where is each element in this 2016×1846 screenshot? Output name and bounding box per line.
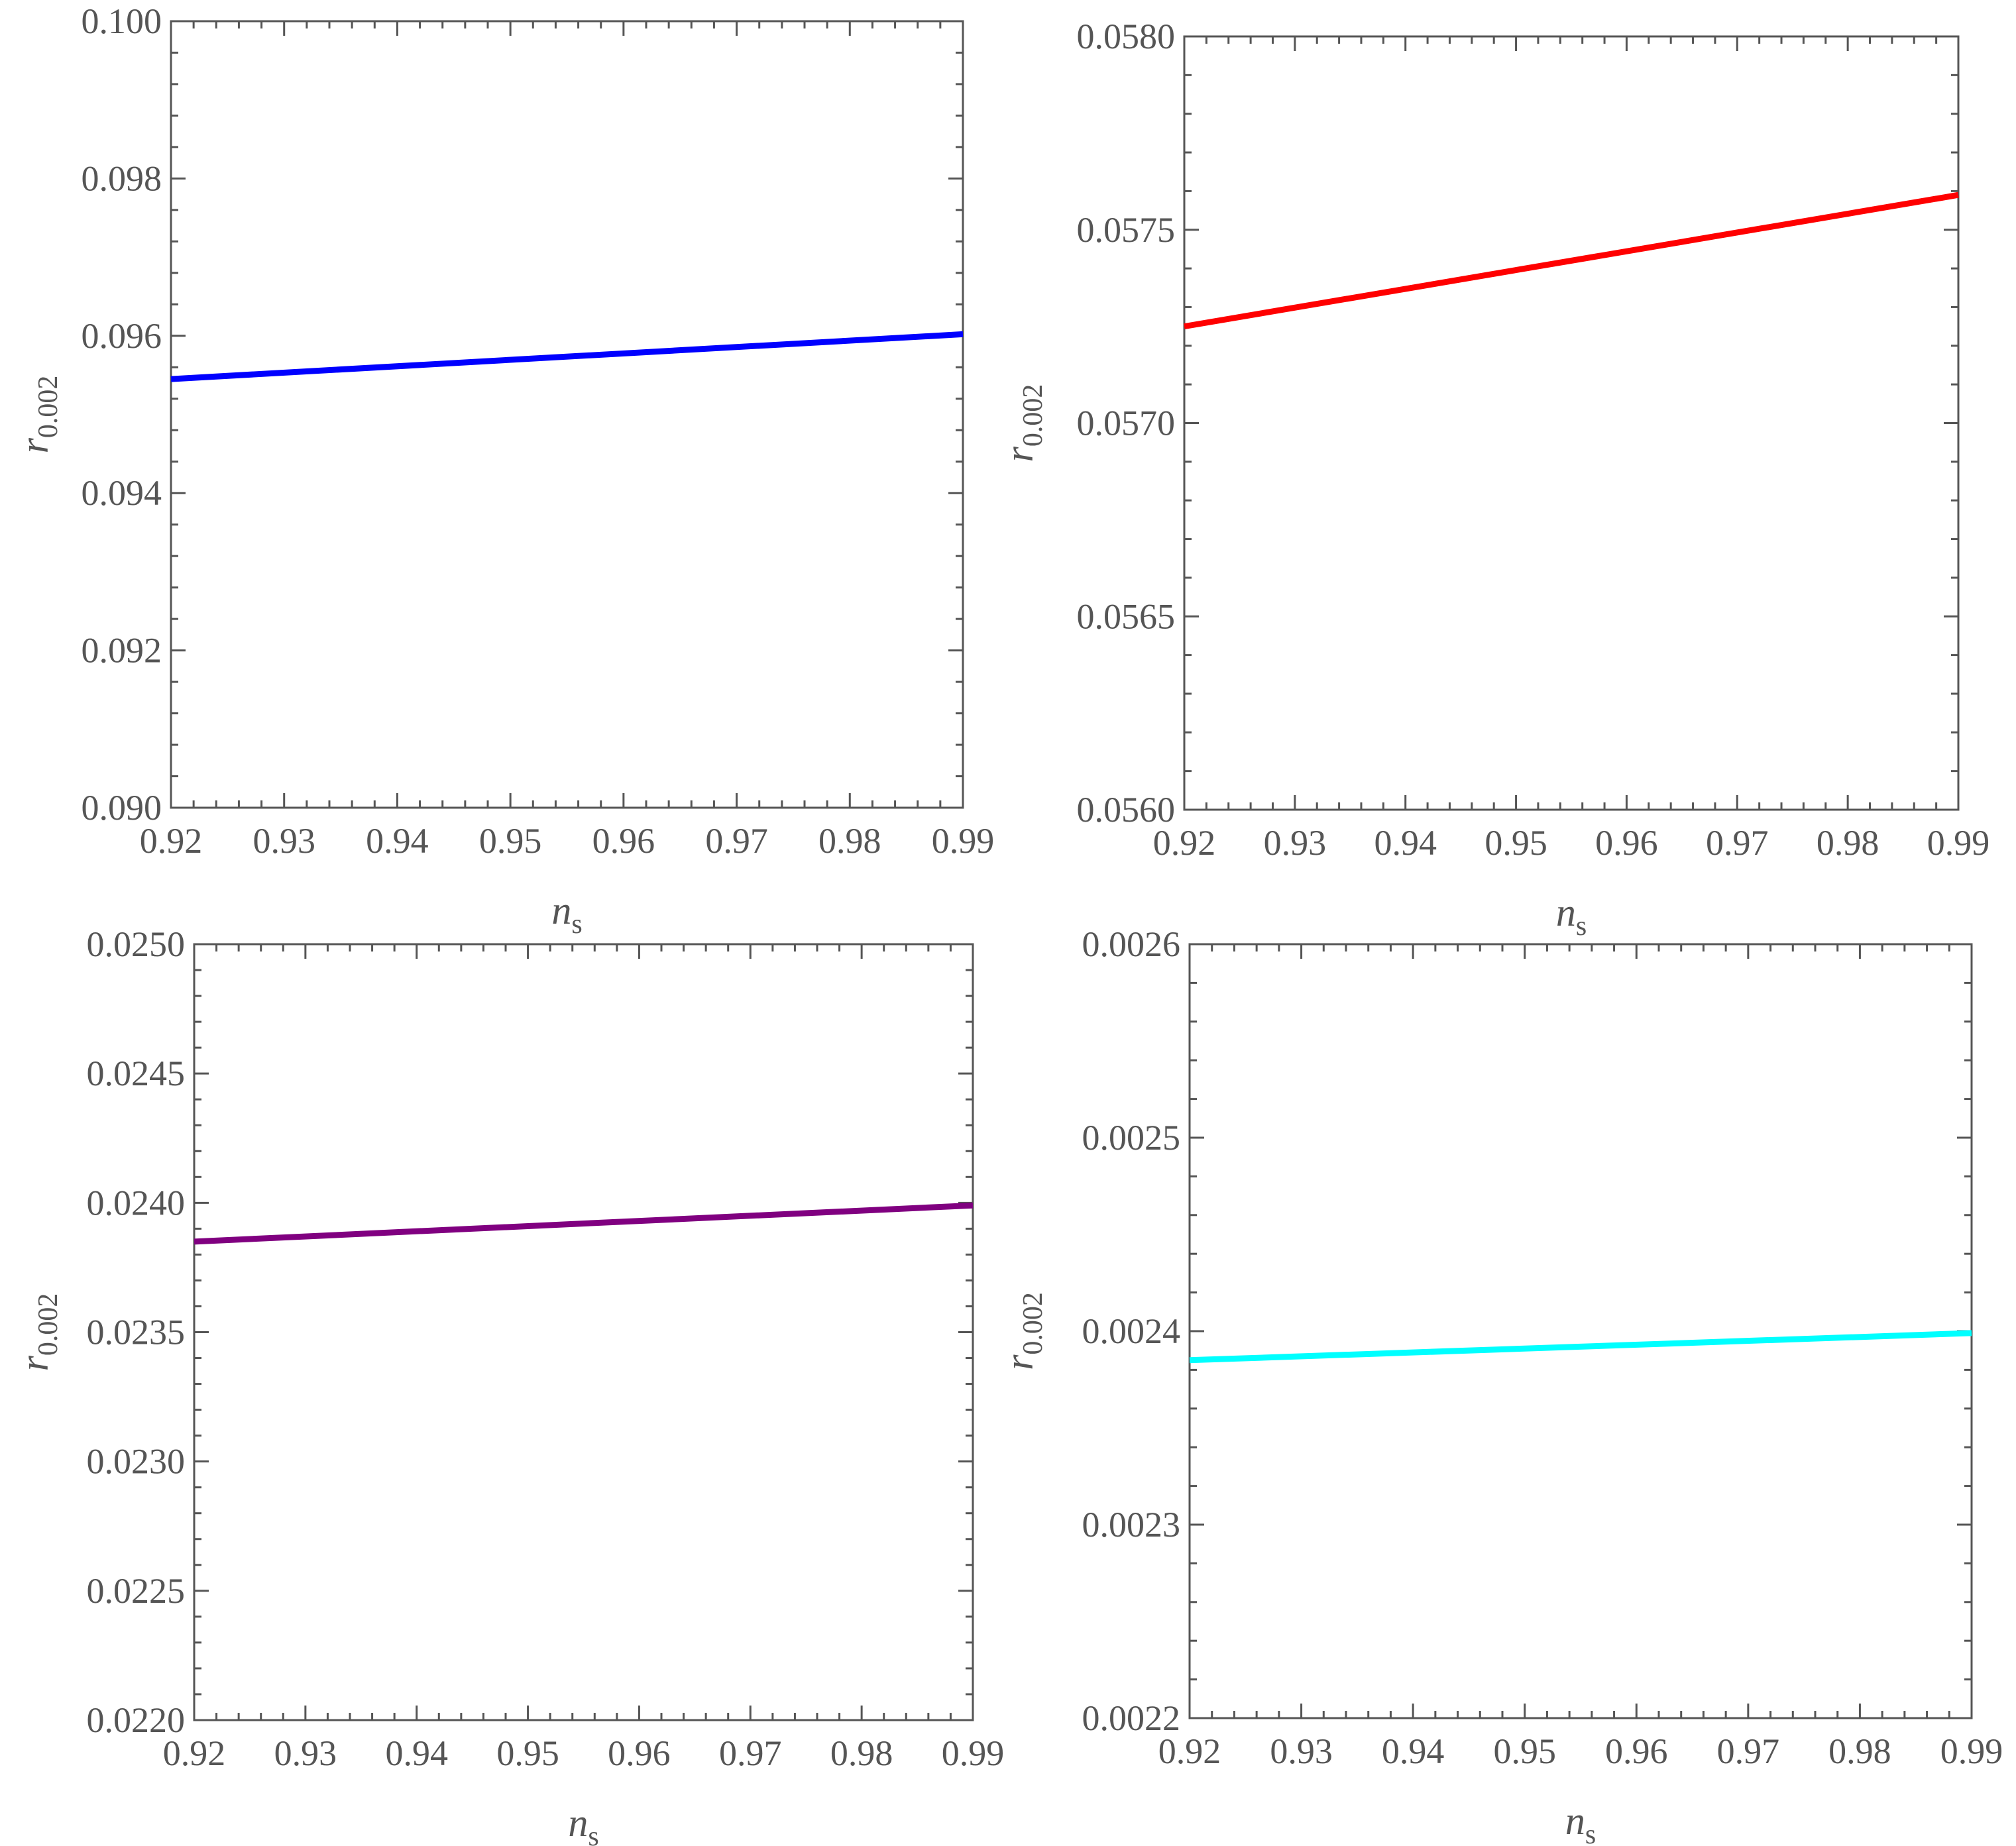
x-tick-label: 0.96 (608, 1733, 671, 1773)
chart-panel-1: 0.92 0.93 0.94 0.95 0.96 0.97 0.98 0.99 0.090 0.0… (13, 1, 994, 940)
x-tick-label: 0.93 (1270, 1731, 1333, 1771)
y-tick-label: 0.0023 (1082, 1505, 1181, 1545)
y-tick-label: 0.0230 (87, 1442, 186, 1482)
x-tick-label: 0.99 (1927, 823, 1990, 863)
x-tick-label: 0.94 (366, 821, 429, 861)
y-tick-label: 0.096 (82, 316, 162, 356)
chart-panel-4: 0.92 0.93 0.94 0.95 0.96 0.97 0.98 0.99 0.0022 0.… (997, 924, 2003, 1846)
y-tick-label: 0.090 (82, 788, 162, 828)
y-tick-label: 0.094 (82, 473, 162, 513)
chart-panel-2: 0.92 0.93 0.94 0.95 0.96 0.97 0.98 0.99 0.0560 0.… (997, 17, 1989, 942)
x-tick-label: 0.97 (705, 821, 768, 861)
y-tick-label: 0.0245 (87, 1054, 186, 1093)
x-tick-label: 0.96 (1605, 1731, 1668, 1771)
plot-frame (170, 20, 964, 809)
x-tick-label: 0.96 (1595, 823, 1658, 863)
x-tick-label: 0.92 (163, 1733, 226, 1773)
x-tick-label: 0.98 (818, 821, 881, 861)
x-tick-label: 0.92 (1158, 1731, 1221, 1771)
chart-panel-3: 0.92 0.93 0.94 0.95 0.96 0.97 0.98 0.99 0.0220 0.… (13, 924, 1004, 1846)
x-tick-label: 0.94 (1382, 1731, 1445, 1771)
x-tick-label: 0.93 (252, 821, 315, 861)
y-tick-label: 0.0560 (1077, 790, 1176, 830)
x-axis-label: ns (568, 1801, 598, 1846)
x-tick-label: 0.98 (1828, 1731, 1891, 1771)
x-tick-label: 0.98 (1817, 823, 1879, 863)
y-tick-label: 0.0575 (1077, 210, 1176, 250)
x-tick-label: 0.99 (1940, 1731, 2003, 1771)
y-tick-label: 0.0022 (1082, 1698, 1181, 1738)
plot-frame (1188, 943, 1973, 1719)
x-tick-label: 0.97 (1717, 1731, 1780, 1771)
x-tick-label: 0.99 (942, 1733, 1005, 1773)
x-tick-label: 0.98 (830, 1733, 893, 1773)
y-tick-label: 0.092 (82, 631, 162, 671)
y-tick-label: 0.0220 (87, 1700, 186, 1740)
x-tick-label: 0.95 (1484, 823, 1547, 863)
series-line (194, 1202, 974, 1245)
x-tick-label: 0.92 (140, 821, 203, 861)
y-axis-label: r0.002 (13, 376, 64, 454)
y-tick-label: 0.0025 (1082, 1118, 1181, 1158)
y-tick-label: 0.0580 (1077, 17, 1176, 56)
x-tick-label: 0.93 (274, 1733, 337, 1773)
x-tick-label: 0.96 (592, 821, 655, 861)
x-axis-label: ns (1556, 891, 1587, 942)
x-tick-label: 0.94 (385, 1733, 448, 1773)
plot-frame (193, 943, 974, 1721)
x-tick-label: 0.95 (496, 1733, 559, 1773)
series-line (1184, 191, 1959, 330)
x-tick-label: 0.95 (1493, 1731, 1556, 1771)
x-axis-label: ns (551, 889, 582, 940)
y-tick-label: 0.0240 (87, 1183, 186, 1222)
y-tick-label: 0.0235 (87, 1313, 186, 1352)
y-axis-label: r0.002 (13, 1293, 64, 1372)
series-line (1189, 1330, 1972, 1364)
y-axis-label: r0.002 (997, 1292, 1048, 1370)
y-axis-label: r0.002 (997, 384, 1048, 462)
x-tick-label: 0.97 (1706, 823, 1769, 863)
y-tick-label: 0.0026 (1082, 924, 1181, 964)
x-axis-label: ns (1565, 1799, 1596, 1846)
x-tick-label: 0.95 (479, 821, 542, 861)
x-tick-label: 0.93 (1264, 823, 1327, 863)
y-tick-label: 0.0250 (87, 924, 186, 964)
x-tick-label: 0.99 (932, 821, 995, 861)
plot-frame (1183, 35, 1960, 811)
y-tick-label: 0.0225 (87, 1571, 186, 1611)
y-tick-label: 0.0565 (1077, 596, 1176, 636)
x-tick-label: 0.94 (1374, 823, 1437, 863)
y-tick-label: 0.0570 (1077, 404, 1176, 443)
x-tick-label: 0.97 (719, 1733, 782, 1773)
series-line (170, 331, 964, 382)
y-tick-label: 0.0024 (1082, 1311, 1181, 1351)
y-tick-label: 0.100 (82, 1, 162, 41)
y-tick-label: 0.098 (82, 158, 162, 198)
x-tick-label: 0.92 (1153, 823, 1216, 863)
